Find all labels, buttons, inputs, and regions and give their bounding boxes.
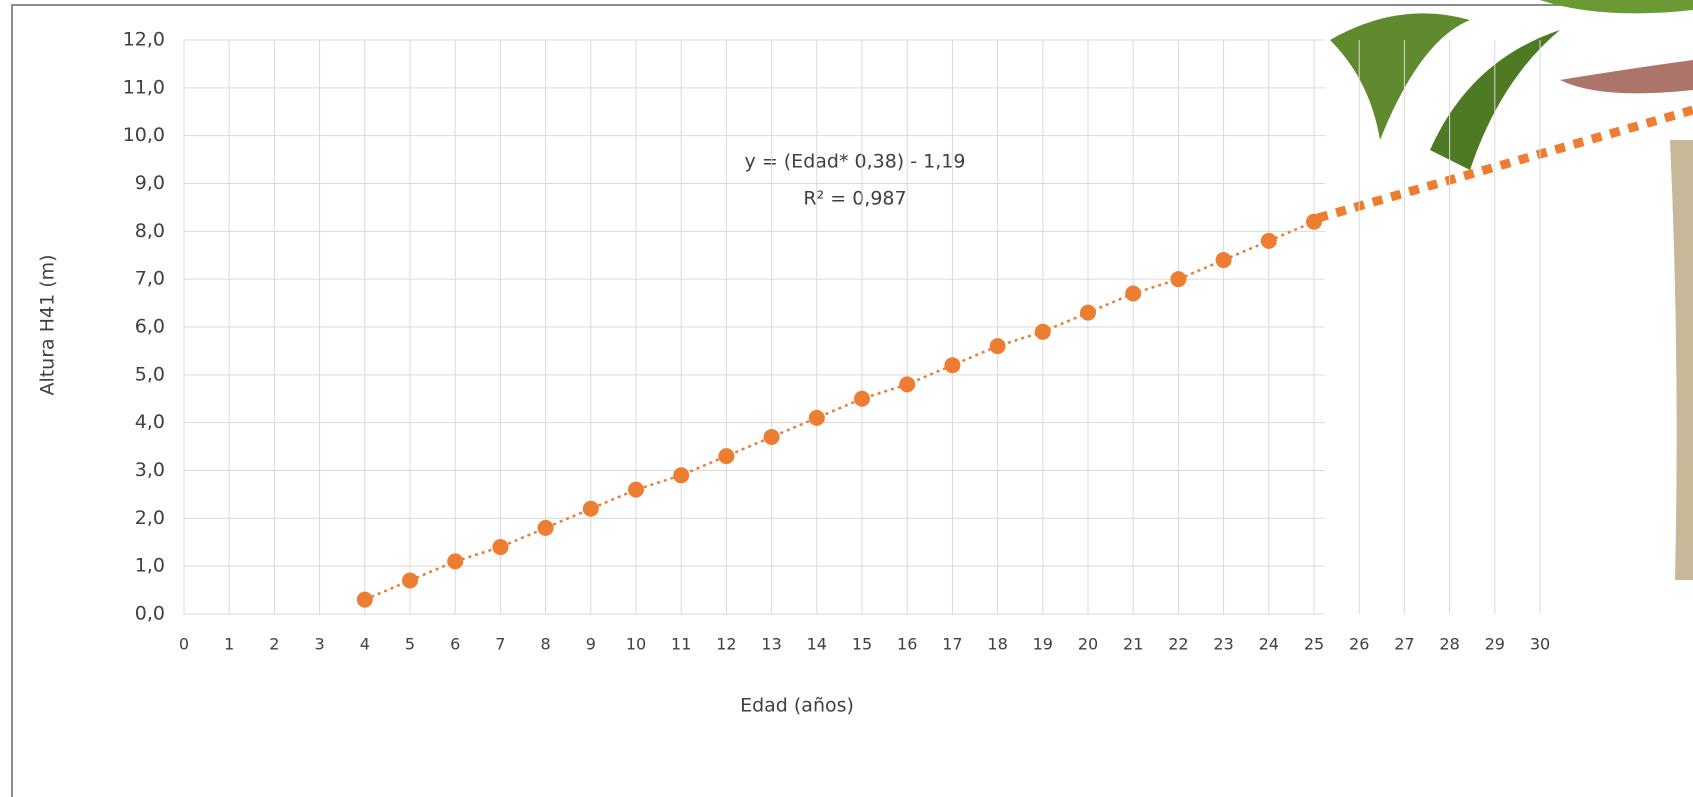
palm-trunk xyxy=(1670,140,1693,580)
data-point xyxy=(492,539,509,556)
x-tick-label: 17 xyxy=(942,635,962,654)
x-tick-label: 3 xyxy=(315,635,325,654)
data-point xyxy=(1080,304,1096,321)
x-tick-label: 10 xyxy=(626,635,646,654)
x-tick-label: 9 xyxy=(586,635,596,654)
x-tick-label: 30 xyxy=(1530,635,1550,654)
data-point xyxy=(899,376,916,393)
y-tick-label: 7,0 xyxy=(135,268,165,290)
x-tick-label: 29 xyxy=(1485,635,1505,654)
extension-line xyxy=(1316,105,1693,223)
data-point xyxy=(989,338,1006,355)
x-tick-label: 5 xyxy=(405,635,415,654)
data-point xyxy=(1034,323,1051,340)
x-tick-label: 14 xyxy=(807,635,827,654)
palm-leaf xyxy=(1330,13,1470,141)
y-tick-label: 9,0 xyxy=(135,172,165,194)
y-tick-label: 11,0 xyxy=(123,76,165,98)
data-point xyxy=(854,390,870,407)
y-tick-label: 3,0 xyxy=(135,459,165,481)
data-point xyxy=(1215,252,1232,269)
x-axis-title: Edad (años) xyxy=(740,695,854,717)
data-point xyxy=(1306,213,1322,230)
x-tick-label: 26 xyxy=(1349,635,1369,654)
data-point xyxy=(718,448,735,465)
y-axis-title: Altura H41 (m) xyxy=(37,254,59,395)
y-tick-label: 1,0 xyxy=(135,555,165,577)
x-tick-label: 12 xyxy=(716,635,736,654)
data-point xyxy=(628,481,644,498)
palm-leaf xyxy=(1540,0,1693,14)
x-tick-label: 22 xyxy=(1168,635,1188,654)
x-tick-label: 7 xyxy=(495,635,505,654)
equation: y = (Edad* 0,38) - 1,19 xyxy=(745,151,966,173)
x-tick-label: 25 xyxy=(1304,635,1324,654)
data-point xyxy=(808,409,825,426)
x-tick-label: 0 xyxy=(179,635,189,654)
x-tick-label: 16 xyxy=(897,635,917,654)
y-tick-label: 8,0 xyxy=(135,220,165,242)
y-tick-label: 10,0 xyxy=(123,124,165,146)
trend-line xyxy=(364,220,1315,601)
y-tick-label: 5,0 xyxy=(135,363,165,385)
data-point xyxy=(1260,232,1277,249)
x-tick-label: 11 xyxy=(671,635,691,654)
data-point xyxy=(356,591,373,608)
x-tick-label: 20 xyxy=(1078,635,1098,654)
data-point xyxy=(1170,271,1187,288)
chart-frame xyxy=(11,4,1693,797)
x-tick-label: 24 xyxy=(1259,635,1279,654)
r-squared: R² = 0,987 xyxy=(803,188,906,210)
data-point xyxy=(944,357,961,374)
x-tick-label: 21 xyxy=(1123,635,1143,654)
data-point xyxy=(447,553,464,570)
y-tick-label: 0,0 xyxy=(135,603,165,625)
y-tick-label: 6,0 xyxy=(135,316,165,338)
x-tick-label: 23 xyxy=(1213,635,1233,654)
x-tick-label: 13 xyxy=(761,635,781,654)
y-tick-label: 2,0 xyxy=(135,507,165,529)
x-tick-label: 4 xyxy=(360,635,370,654)
x-tick-label: 1 xyxy=(224,635,234,654)
data-point xyxy=(673,467,690,484)
x-tick-label: 27 xyxy=(1394,635,1414,654)
data-point xyxy=(537,519,554,536)
x-tick-label: 2 xyxy=(269,635,279,654)
x-tick-label: 28 xyxy=(1439,635,1459,654)
x-tick-label: 15 xyxy=(852,635,872,654)
x-tick-label: 18 xyxy=(987,635,1007,654)
data-point xyxy=(763,429,780,446)
y-tick-label: 12,0 xyxy=(123,29,165,51)
data-point xyxy=(582,500,599,517)
data-point xyxy=(1125,285,1142,302)
x-tick-label: 19 xyxy=(1033,635,1053,654)
palm-fruit xyxy=(1560,60,1693,94)
y-tick-label: 4,0 xyxy=(135,411,165,433)
data-point xyxy=(402,572,418,589)
x-tick-label: 8 xyxy=(541,635,551,654)
x-tick-label: 6 xyxy=(450,635,460,654)
